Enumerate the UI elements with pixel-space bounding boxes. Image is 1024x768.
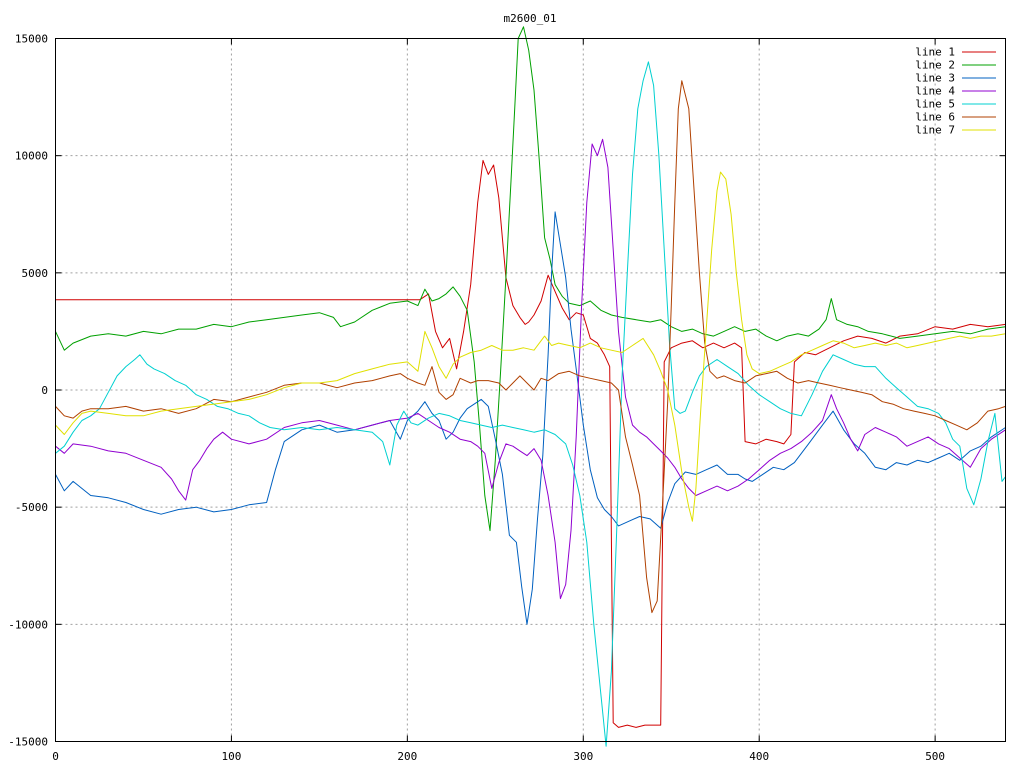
series-line-3: [55, 211, 1006, 625]
legend-label-4: line 4: [915, 85, 955, 98]
x-tick-label: 200: [397, 750, 417, 763]
x-tick-label: 400: [749, 750, 769, 763]
y-tick-label: 0: [41, 384, 48, 397]
series-line-5: [55, 61, 1006, 747]
series-line-7: [55, 171, 1006, 522]
x-tick-label: 0: [52, 750, 59, 763]
legend-label-7: line 7: [915, 124, 955, 137]
legend-label-6: line 6: [915, 111, 955, 124]
y-tick-label: -10000: [8, 618, 48, 631]
y-tick-label: 15000: [15, 33, 48, 46]
series-line-4: [55, 138, 1006, 600]
legend-label-5: line 5: [915, 98, 955, 111]
legend-label-1: line 1: [915, 46, 955, 59]
axis-ticks: 0 100 200 300 400 500 -15000 -10000 -5000 0 5000 10…: [8, 33, 1006, 763]
y-tick-label: -5000: [15, 501, 48, 514]
x-tick-label: 500: [925, 750, 945, 763]
y-tick-label: 10000: [15, 150, 48, 163]
y-tick-label: -15000: [8, 736, 48, 749]
chart-title: m2600_01: [504, 12, 557, 25]
grid-lines: [55, 38, 1006, 742]
x-tick-label: 300: [573, 750, 593, 763]
series-line-6: [55, 80, 1006, 614]
series-line-2: [55, 26, 1006, 532]
x-tick-label: 100: [221, 750, 241, 763]
series-layer: [55, 26, 1006, 747]
legend-label-3: line 3: [915, 72, 955, 85]
y-tick-label: 5000: [22, 267, 49, 280]
series-line-1: [55, 159, 1006, 728]
legend-label-2: line 2: [915, 59, 955, 72]
